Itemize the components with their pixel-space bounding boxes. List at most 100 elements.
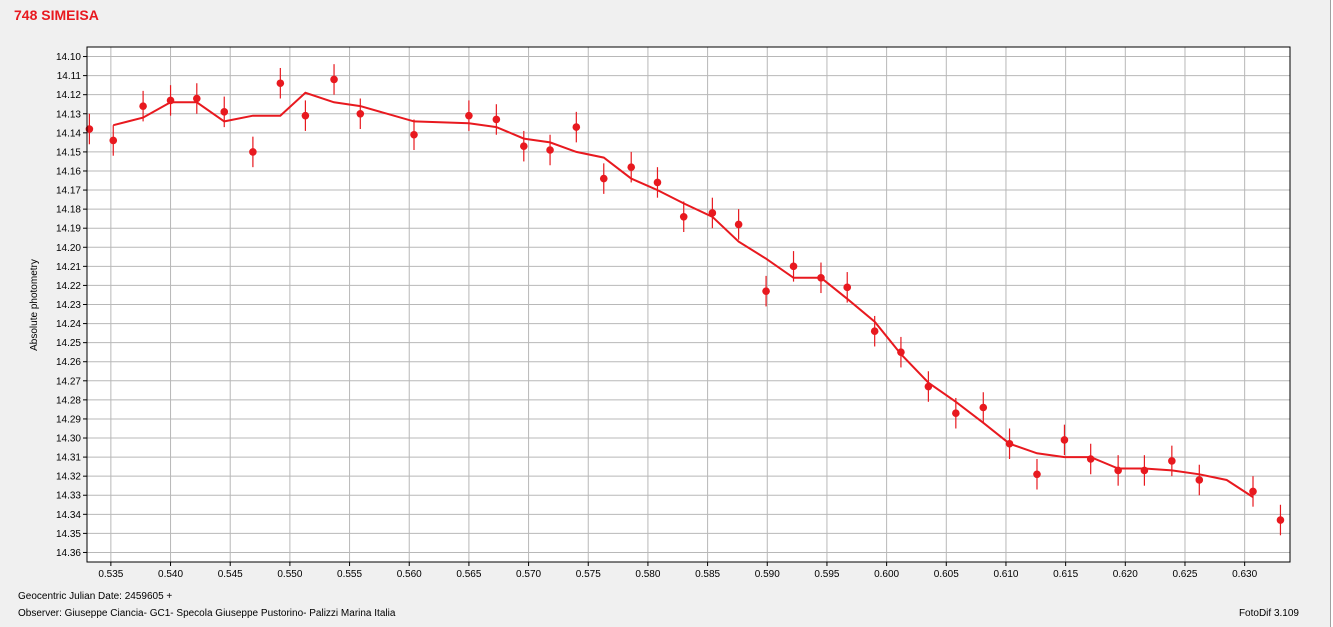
- data-point: [789, 262, 798, 271]
- x-tick-label: 0.535: [98, 569, 123, 580]
- data-point: [139, 102, 147, 110]
- x-tick-label: 0.550: [277, 569, 302, 580]
- x-tick-label: 0.630: [1232, 569, 1257, 580]
- data-point: [843, 283, 852, 292]
- y-tick-label: 14.13: [56, 109, 81, 120]
- x-tick-label: 0.595: [814, 569, 839, 580]
- data-point: [599, 174, 608, 183]
- data-point: [1276, 516, 1285, 524]
- data-point: [1060, 436, 1069, 444]
- x-axis-ticks: 0.535 0.540 0.545 0.550 0.555 0.560 0.565 0.570…: [98, 562, 1258, 580]
- y-tick-label: 14.24: [56, 319, 81, 330]
- y-tick-label: 14.21: [56, 262, 81, 273]
- y-tick-label: 14.32: [56, 472, 81, 483]
- data-point: [330, 75, 338, 84]
- y-tick-label: 14.31: [56, 453, 81, 464]
- x-tick-label: 0.605: [934, 569, 959, 580]
- x-tick-label: 0.540: [158, 569, 183, 580]
- y-tick-label: 14.28: [56, 395, 81, 406]
- data-point: [653, 178, 662, 187]
- data-point: [356, 109, 365, 118]
- y-tick-label: 14.14: [56, 128, 81, 139]
- data-point: [952, 409, 960, 418]
- y-tick-label: 14.33: [56, 491, 81, 502]
- x-tick-label: 0.560: [397, 569, 422, 580]
- data-point: [679, 212, 688, 221]
- x-tick-label: 0.580: [635, 569, 660, 580]
- data-point: [109, 136, 118, 145]
- x-tick-label: 0.570: [516, 569, 541, 580]
- y-axis-label: Absolute photometry: [29, 259, 40, 351]
- y-tick-label: 14.20: [56, 243, 81, 254]
- data-point: [492, 115, 501, 124]
- grid-lines: [87, 47, 1290, 562]
- data-point: [1033, 470, 1041, 479]
- data-point: [465, 111, 473, 120]
- y-tick-label: 14.23: [56, 300, 81, 311]
- y-tick-label: 14.17: [56, 186, 81, 197]
- data-point: [924, 382, 933, 391]
- data-point: [817, 273, 825, 282]
- y-tick-label: 14.16: [56, 166, 81, 177]
- data-point: [762, 287, 770, 295]
- data-point: [1140, 466, 1149, 475]
- x-tick-label: 0.610: [993, 569, 1018, 580]
- y-tick-label: 14.29: [56, 414, 81, 425]
- x-tick-label: 0.545: [218, 569, 243, 580]
- y-tick-label: 14.26: [56, 357, 81, 368]
- y-tick-label: 14.22: [56, 281, 81, 292]
- data-point: [572, 123, 581, 131]
- y-axis-ticks: 14.10 14.11 14.12 14.13 14.14 14.15 14.16 14.17…: [56, 52, 87, 559]
- data-point: [979, 403, 988, 412]
- data-point: [897, 348, 905, 356]
- y-tick-label: 14.27: [56, 376, 81, 387]
- x-axis-label: Geocentric Julian Date: 2459605 +: [18, 591, 173, 602]
- y-tick-label: 14.19: [56, 224, 81, 235]
- data-point: [220, 108, 229, 116]
- x-tick-label: 0.590: [755, 569, 780, 580]
- data-point: [1114, 466, 1122, 475]
- data-point: [1249, 487, 1257, 496]
- x-tick-label: 0.585: [695, 569, 720, 580]
- x-tick-label: 0.555: [337, 569, 362, 580]
- data-point: [276, 79, 285, 88]
- y-tick-label: 14.11: [57, 71, 82, 82]
- y-tick-label: 14.10: [56, 52, 81, 63]
- data-point: [627, 163, 636, 171]
- data-point: [410, 130, 418, 139]
- x-tick-label: 0.575: [576, 569, 601, 580]
- x-tick-label: 0.625: [1172, 569, 1197, 580]
- x-tick-label: 0.565: [456, 569, 481, 580]
- data-point: [520, 142, 528, 150]
- data-point: [166, 96, 175, 105]
- y-tick-label: 14.25: [56, 338, 81, 349]
- data-point: [192, 94, 201, 103]
- data-point: [1005, 439, 1014, 448]
- data-point: [301, 111, 310, 120]
- chart-title: 748 SIMEISA: [14, 7, 99, 23]
- x-tick-label: 0.615: [1053, 569, 1078, 580]
- y-tick-label: 14.34: [56, 510, 81, 521]
- window-edge: [1330, 0, 1333, 627]
- y-tick-label: 14.15: [56, 147, 81, 158]
- y-tick-label: 14.12: [56, 90, 81, 101]
- data-point: [1195, 476, 1204, 484]
- data-point: [546, 146, 554, 154]
- data-point: [249, 148, 257, 156]
- plot-border: [86, 46, 1291, 563]
- data-point: [1168, 457, 1176, 465]
- x-tick-label: 0.600: [874, 569, 899, 580]
- y-tick-label: 14.35: [56, 529, 81, 540]
- data-point: [1086, 455, 1095, 463]
- software-version: FotoDif 3.109: [1238, 608, 1299, 619]
- y-tick-label: 14.36: [56, 548, 81, 559]
- data-point: [708, 209, 717, 217]
- observer-info: Observer: Giuseppe Ciancia- GC1- Specola…: [18, 608, 396, 619]
- data-points-series: [85, 64, 1285, 536]
- x-tick-label: 0.620: [1113, 569, 1138, 580]
- y-tick-label: 14.30: [56, 434, 81, 445]
- data-point: [734, 220, 743, 229]
- y-tick-label: 14.18: [56, 205, 81, 216]
- data-point: [870, 327, 879, 336]
